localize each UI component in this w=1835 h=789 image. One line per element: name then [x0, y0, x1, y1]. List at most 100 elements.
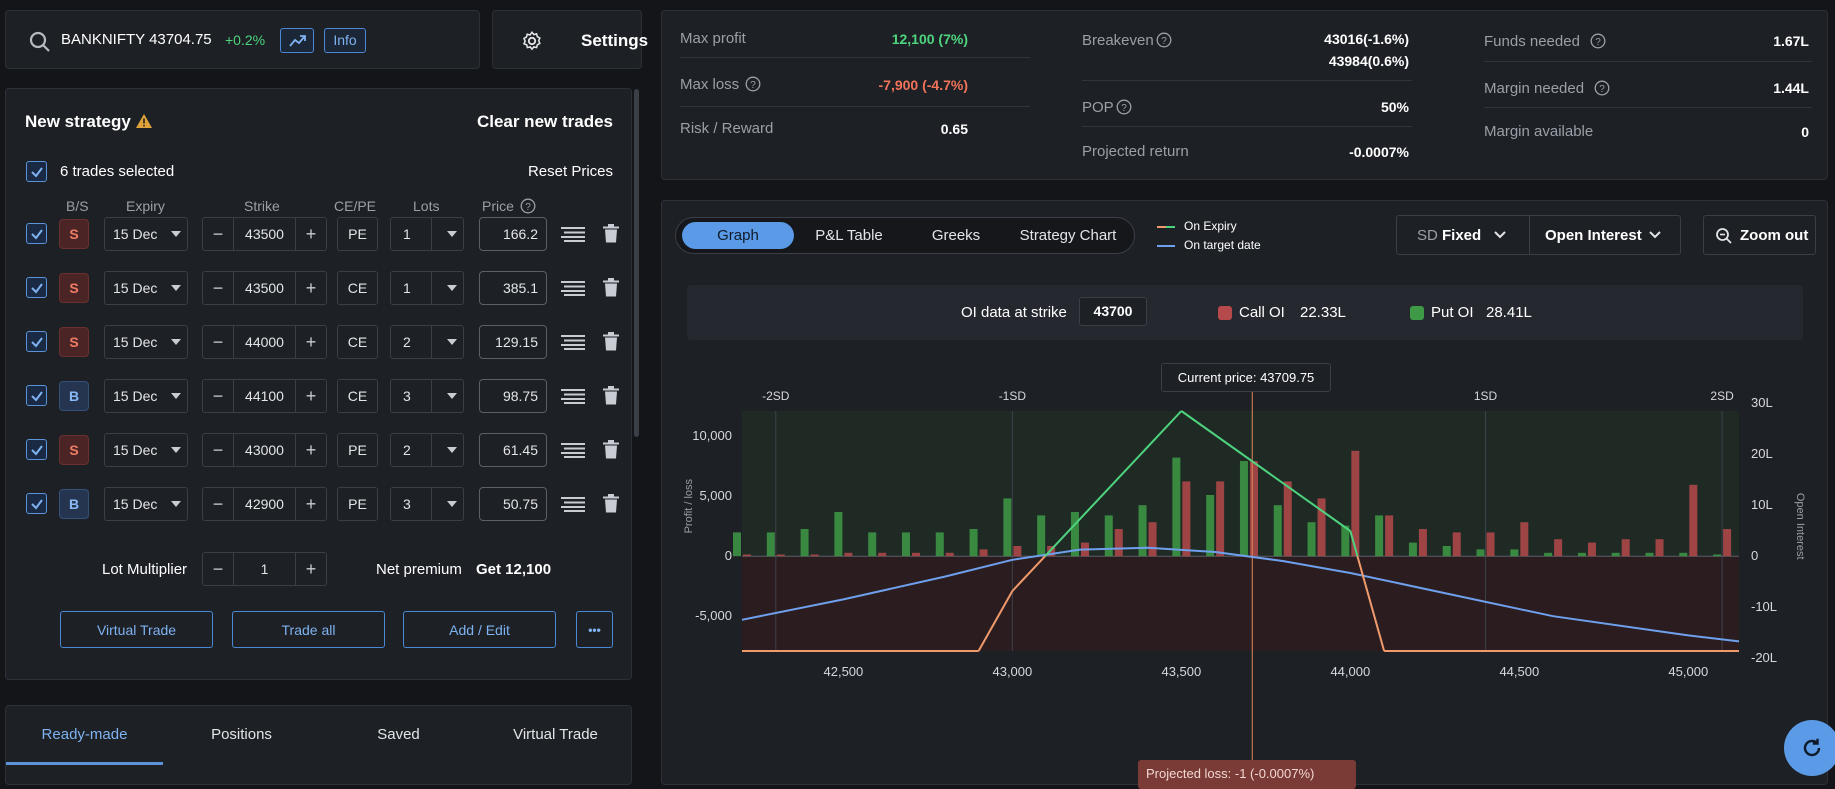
strike-value[interactable]: 44100: [233, 380, 296, 412]
increment-button[interactable]: +: [305, 439, 317, 460]
strike-stepper[interactable]: −44000 +: [202, 325, 327, 359]
increment-button[interactable]: +: [305, 331, 317, 352]
trash-icon[interactable]: [603, 494, 619, 513]
lot-multiplier-value[interactable]: 1: [233, 553, 296, 585]
tab-positions[interactable]: Positions: [211, 726, 272, 743]
expiry-select[interactable]: 15 Dec: [104, 379, 188, 413]
price-input[interactable]: 61.45: [479, 433, 547, 467]
lots-select[interactable]: 3: [390, 379, 464, 413]
increment-button[interactable]: +: [305, 493, 317, 514]
trade-checkbox[interactable]: [26, 277, 47, 298]
oi-strike-input[interactable]: 43700: [1079, 297, 1147, 326]
option-type-toggle[interactable]: PE: [337, 433, 378, 467]
refresh-button[interactable]: [1784, 720, 1835, 776]
lots-select[interactable]: 1: [390, 217, 464, 251]
trade-checkbox[interactable]: [26, 439, 47, 460]
lot-multiplier-stepper[interactable]: − 1 +: [202, 552, 327, 586]
tab-strategy-chart[interactable]: Strategy Chart: [1019, 227, 1117, 244]
decrement-button[interactable]: −: [212, 331, 224, 352]
oi-dropdown[interactable]: Open Interest: [1529, 215, 1681, 255]
increment-button[interactable]: +: [305, 277, 317, 298]
lots-select[interactable]: 3: [390, 487, 464, 521]
zoom-out-button[interactable]: Zoom out: [1703, 215, 1816, 255]
decrement-button[interactable]: −: [212, 439, 224, 460]
trade-checkbox[interactable]: [26, 385, 47, 406]
strike-stepper[interactable]: −43500 +: [202, 271, 327, 305]
expiry-select[interactable]: 15 Dec: [104, 325, 188, 359]
strategy-scrollbar[interactable]: [634, 89, 639, 437]
strike-value[interactable]: 43500: [233, 272, 296, 304]
decrement-button[interactable]: −: [212, 385, 224, 406]
decrement-button[interactable]: −: [212, 493, 224, 514]
price-input[interactable]: 50.75: [479, 487, 547, 521]
option-type-toggle[interactable]: PE: [337, 487, 378, 521]
buy-sell-toggle[interactable]: S: [59, 219, 89, 249]
strike-stepper[interactable]: −44100 +: [202, 379, 327, 413]
help-icon[interactable]: ?: [520, 198, 536, 214]
tab-ready-made[interactable]: Ready-made: [41, 726, 128, 743]
strike-value[interactable]: 42900: [233, 488, 296, 520]
buy-sell-toggle[interactable]: S: [59, 273, 89, 303]
price-input[interactable]: 385.1: [479, 271, 547, 305]
lots-select[interactable]: 1: [390, 271, 464, 305]
price-input[interactable]: 129.15: [479, 325, 547, 359]
trade-checkbox[interactable]: [26, 493, 47, 514]
trade-checkbox[interactable]: [26, 331, 47, 352]
expiry-select[interactable]: 15 Dec: [104, 487, 188, 521]
symbol-search-bar[interactable]: BANKNIFTY 43704.75 +0.2% Info: [5, 10, 480, 69]
strike-value[interactable]: 43000: [233, 434, 296, 466]
drag-handle-icon[interactable]: [561, 496, 585, 512]
help-icon[interactable]: ?: [745, 76, 761, 92]
buy-sell-toggle[interactable]: B: [59, 381, 89, 411]
help-icon[interactable]: ?: [1116, 99, 1132, 115]
tab-pl-table[interactable]: P&L Table: [815, 227, 883, 244]
chart-button[interactable]: [280, 28, 314, 53]
add-edit-button[interactable]: Add / Edit: [403, 611, 556, 648]
more-options-button[interactable]: •••: [576, 611, 613, 648]
expiry-select[interactable]: 15 Dec: [104, 433, 188, 467]
lots-select[interactable]: 2: [390, 433, 464, 467]
tab-virtual-trade[interactable]: Virtual Trade: [513, 726, 598, 743]
lots-select[interactable]: 2: [390, 325, 464, 359]
price-input[interactable]: 166.2: [479, 217, 547, 251]
info-button[interactable]: Info: [324, 28, 366, 53]
reset-prices-button[interactable]: Reset Prices: [527, 163, 613, 180]
strike-stepper[interactable]: −43500 +: [202, 217, 327, 251]
virtual-trade-button[interactable]: Virtual Trade: [60, 611, 213, 648]
drag-handle-icon[interactable]: [561, 442, 585, 458]
decrement-button[interactable]: −: [212, 558, 224, 579]
drag-handle-icon[interactable]: [561, 226, 585, 242]
settings-button[interactable]: Settings: [492, 10, 648, 69]
drag-handle-icon[interactable]: [561, 334, 585, 350]
strike-stepper[interactable]: −42900 +: [202, 487, 327, 521]
buy-sell-toggle[interactable]: S: [59, 435, 89, 465]
increment-button[interactable]: +: [305, 558, 317, 579]
trade-checkbox[interactable]: [26, 223, 47, 244]
help-icon[interactable]: ?: [1590, 33, 1606, 49]
strike-stepper[interactable]: −43000 +: [202, 433, 327, 467]
trash-icon[interactable]: [603, 386, 619, 405]
clear-new-trades-button[interactable]: Clear new trades: [476, 112, 613, 131]
trash-icon[interactable]: [603, 224, 619, 243]
tab-graph[interactable]: Graph: [682, 222, 794, 249]
expiry-select[interactable]: 15 Dec: [104, 217, 188, 251]
help-icon[interactable]: ?: [1594, 80, 1610, 96]
option-type-toggle[interactable]: PE: [337, 217, 378, 251]
sd-dropdown[interactable]: SD Fixed: [1396, 215, 1530, 255]
payoff-chart[interactable]: -2SD -1SD 1SD 2SD 10,000 5,000 0 -5,000 30L 20L 10…: [662, 351, 1827, 786]
tab-greeks[interactable]: Greeks: [931, 227, 981, 244]
option-type-toggle[interactable]: CE: [337, 271, 378, 305]
buy-sell-toggle[interactable]: S: [59, 327, 89, 357]
select-all-checkbox[interactable]: [26, 161, 47, 182]
increment-button[interactable]: +: [305, 223, 317, 244]
help-icon[interactable]: ?: [1156, 32, 1172, 48]
decrement-button[interactable]: −: [212, 223, 224, 244]
decrement-button[interactable]: −: [212, 277, 224, 298]
strike-value[interactable]: 44000: [233, 326, 296, 358]
option-type-toggle[interactable]: CE: [337, 379, 378, 413]
buy-sell-toggle[interactable]: B: [59, 489, 89, 519]
warning-icon[interactable]: [135, 113, 153, 129]
trade-all-button[interactable]: Trade all: [232, 611, 385, 648]
drag-handle-icon[interactable]: [561, 280, 585, 296]
tab-saved[interactable]: Saved: [377, 726, 420, 743]
